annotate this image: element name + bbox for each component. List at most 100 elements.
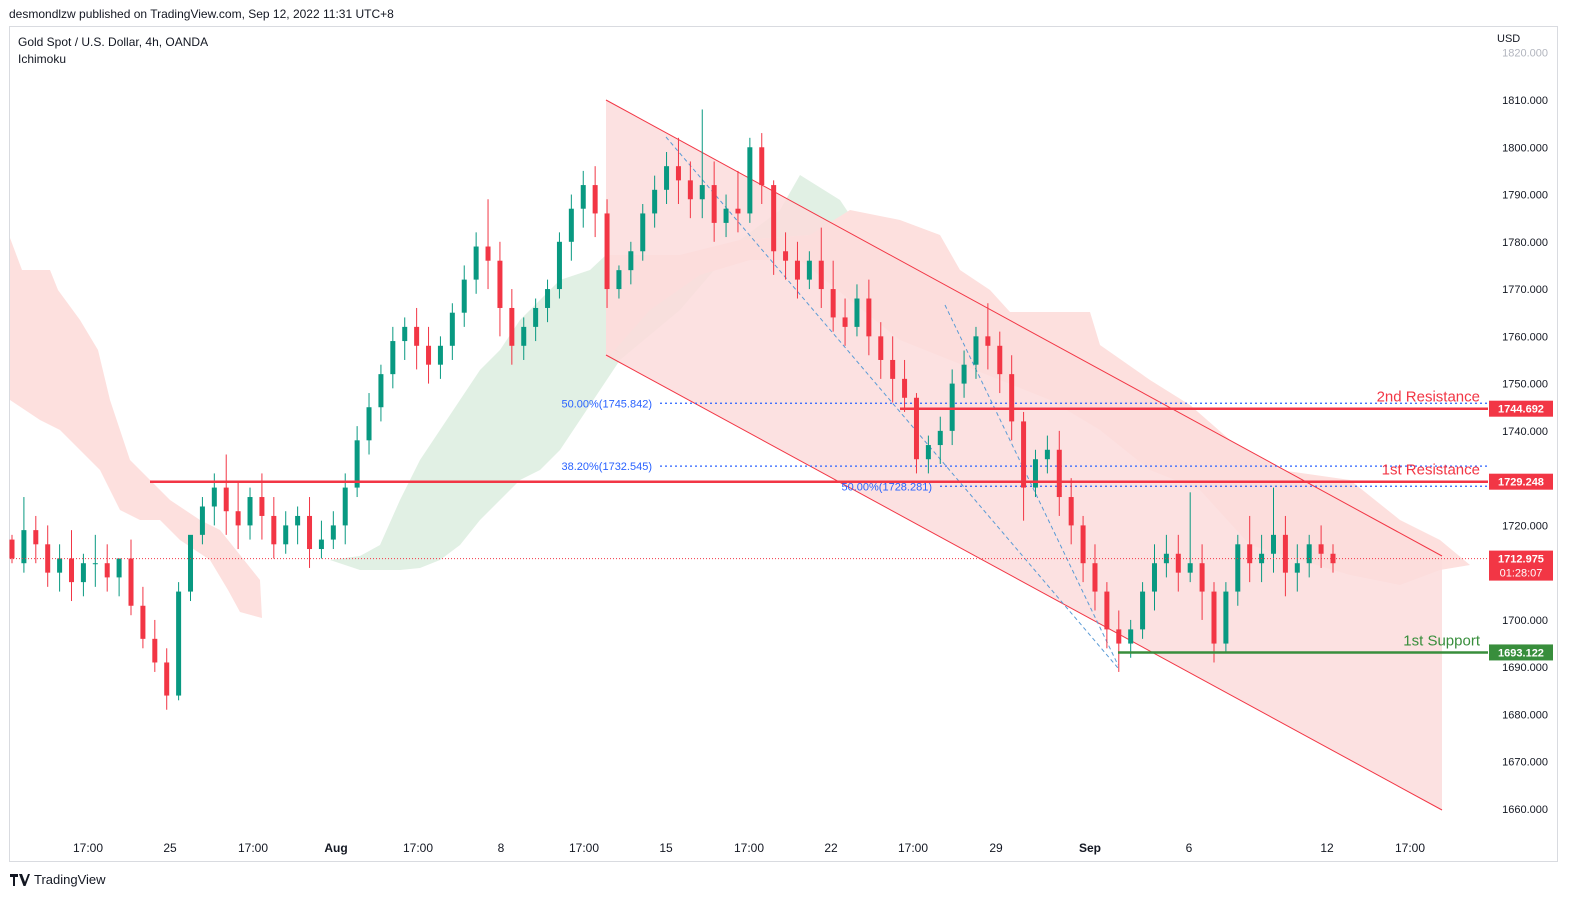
candle-body: [80, 563, 86, 583]
price-tick-label: 1810.000: [1502, 95, 1548, 107]
price-label-badge: 1693.122: [1489, 644, 1553, 661]
candle-body: [699, 185, 705, 200]
channel-lower-line: [605, 354, 1443, 811]
symbol-title[interactable]: Gold Spot / U.S. Dollar, 4h, OANDA: [18, 35, 209, 49]
candle-body: [164, 662, 170, 696]
candle-body: [723, 208, 729, 223]
candle-body: [628, 251, 634, 271]
candle-body: [271, 515, 277, 545]
price-badge-countdown: 01:28:07: [1500, 568, 1543, 580]
price-badge-value: 1712.975: [1498, 554, 1544, 566]
candle-body: [830, 289, 836, 318]
tradingview-logo-icon: [10, 873, 30, 886]
time-tick-label: 29: [989, 841, 1003, 855]
candle-body: [1294, 563, 1300, 573]
candle-body: [354, 440, 360, 488]
candle-body: [1223, 591, 1229, 644]
currency-label: USD: [1497, 33, 1521, 45]
publish-caption: desmondlzw published on TradingView.com,…: [9, 7, 394, 21]
candle-body: [640, 213, 646, 252]
indicator-label[interactable]: Ichimoku: [18, 52, 67, 66]
candle-body: [806, 260, 812, 280]
candle-body: [568, 208, 574, 242]
candle-body: [473, 246, 479, 280]
fibonacci-lines: 50.00%(1745.842) 38.20%(1732.545) 50.00%(1…: [561, 136, 1488, 669]
candle-body: [687, 180, 693, 200]
first-support-label: 1st Support: [1403, 632, 1481, 649]
candle-body: [1199, 563, 1205, 592]
candle-body: [1247, 544, 1253, 564]
candle-body: [414, 326, 420, 346]
candle-body: [771, 185, 777, 252]
candle-body: [247, 497, 253, 526]
time-tick-label: 17:00: [898, 841, 928, 855]
candle-body: [176, 591, 182, 696]
candle-body: [1128, 629, 1134, 644]
candle-body: [1306, 544, 1312, 564]
candle-body: [818, 260, 824, 290]
candle-body: [461, 279, 467, 313]
price-tick-label-partial: 1820.000: [1502, 48, 1548, 60]
price-badge-bg: [1489, 550, 1553, 581]
footer[interactable]: TradingView: [10, 872, 106, 887]
candle-body: [330, 525, 336, 540]
candle-body: [545, 289, 551, 308]
brand-label: TradingView: [34, 872, 106, 887]
candle-body: [92, 563, 98, 565]
candle-body: [509, 307, 515, 346]
candle-body: [711, 185, 717, 223]
candle-body: [57, 558, 63, 573]
candle-body: [783, 251, 789, 261]
candle-body: [283, 525, 289, 545]
candle-body: [1032, 459, 1038, 488]
time-tick-label: 17:00: [734, 841, 764, 855]
second-resistance-label: 2nd Resistance: [1377, 389, 1480, 406]
chart-legend: Gold Spot / U.S. Dollar, 4h, OANDA Ichim…: [18, 34, 208, 68]
candle-body: [390, 341, 396, 375]
candle-body: [1270, 534, 1276, 554]
price-tick-label: 1680.000: [1502, 709, 1548, 721]
candle-body: [318, 539, 324, 550]
candle-body: [366, 407, 372, 441]
price-axis[interactable]: 1810.000 1800.000 1790.000 1780.000 1770.000…: [1489, 48, 1553, 816]
price-tick-label: 1750.000: [1502, 379, 1548, 391]
time-tick-label: 15: [659, 841, 673, 855]
candle-body: [556, 241, 562, 290]
candle-body: [1116, 629, 1122, 644]
price-label-badge: 1729.248: [1489, 473, 1553, 490]
time-tick-label: 25: [163, 841, 177, 855]
price-badge-value: 1729.248: [1498, 477, 1544, 489]
candle-body: [1009, 374, 1015, 422]
bullish-cloud: [330, 175, 850, 570]
candle-body: [794, 260, 800, 280]
candle-body: [485, 246, 491, 261]
candle-body: [1104, 591, 1110, 630]
candle-body: [878, 336, 884, 360]
candle-body: [1056, 449, 1062, 498]
candle-body: [961, 364, 967, 384]
candle-body: [437, 345, 443, 365]
price-tick-label: 1670.000: [1502, 757, 1548, 769]
candle-body: [533, 307, 539, 327]
candle-body: [759, 147, 765, 186]
candle-body: [1282, 534, 1288, 573]
time-axis[interactable]: 17:00 25 17:00 Aug 17:00 8 17:00 15 17:00 22 17:00…: [73, 841, 1425, 855]
time-tick-label: 8: [498, 841, 505, 855]
price-tick-label: 1740.000: [1502, 426, 1548, 438]
time-tick-label: 6: [1186, 841, 1193, 855]
candle-body: [1211, 591, 1217, 644]
fib-level-label: 50.00%(1745.842): [561, 398, 652, 410]
candle-body: [259, 497, 265, 516]
time-tick-label: 12: [1320, 841, 1334, 855]
fib-diagonal-2: [944, 304, 1119, 666]
price-tick-label: 1660.000: [1502, 804, 1548, 816]
price-badge-bg: [1489, 400, 1553, 417]
candle-body: [235, 511, 241, 526]
price-tick-label: 1690.000: [1502, 662, 1548, 674]
candle-body: [188, 534, 194, 592]
fib-diagonal-1: [665, 136, 1119, 669]
price-tick-label: 1790.000: [1502, 190, 1548, 202]
price-tick-label: 1760.000: [1502, 331, 1548, 343]
candle-body: [199, 506, 205, 535]
